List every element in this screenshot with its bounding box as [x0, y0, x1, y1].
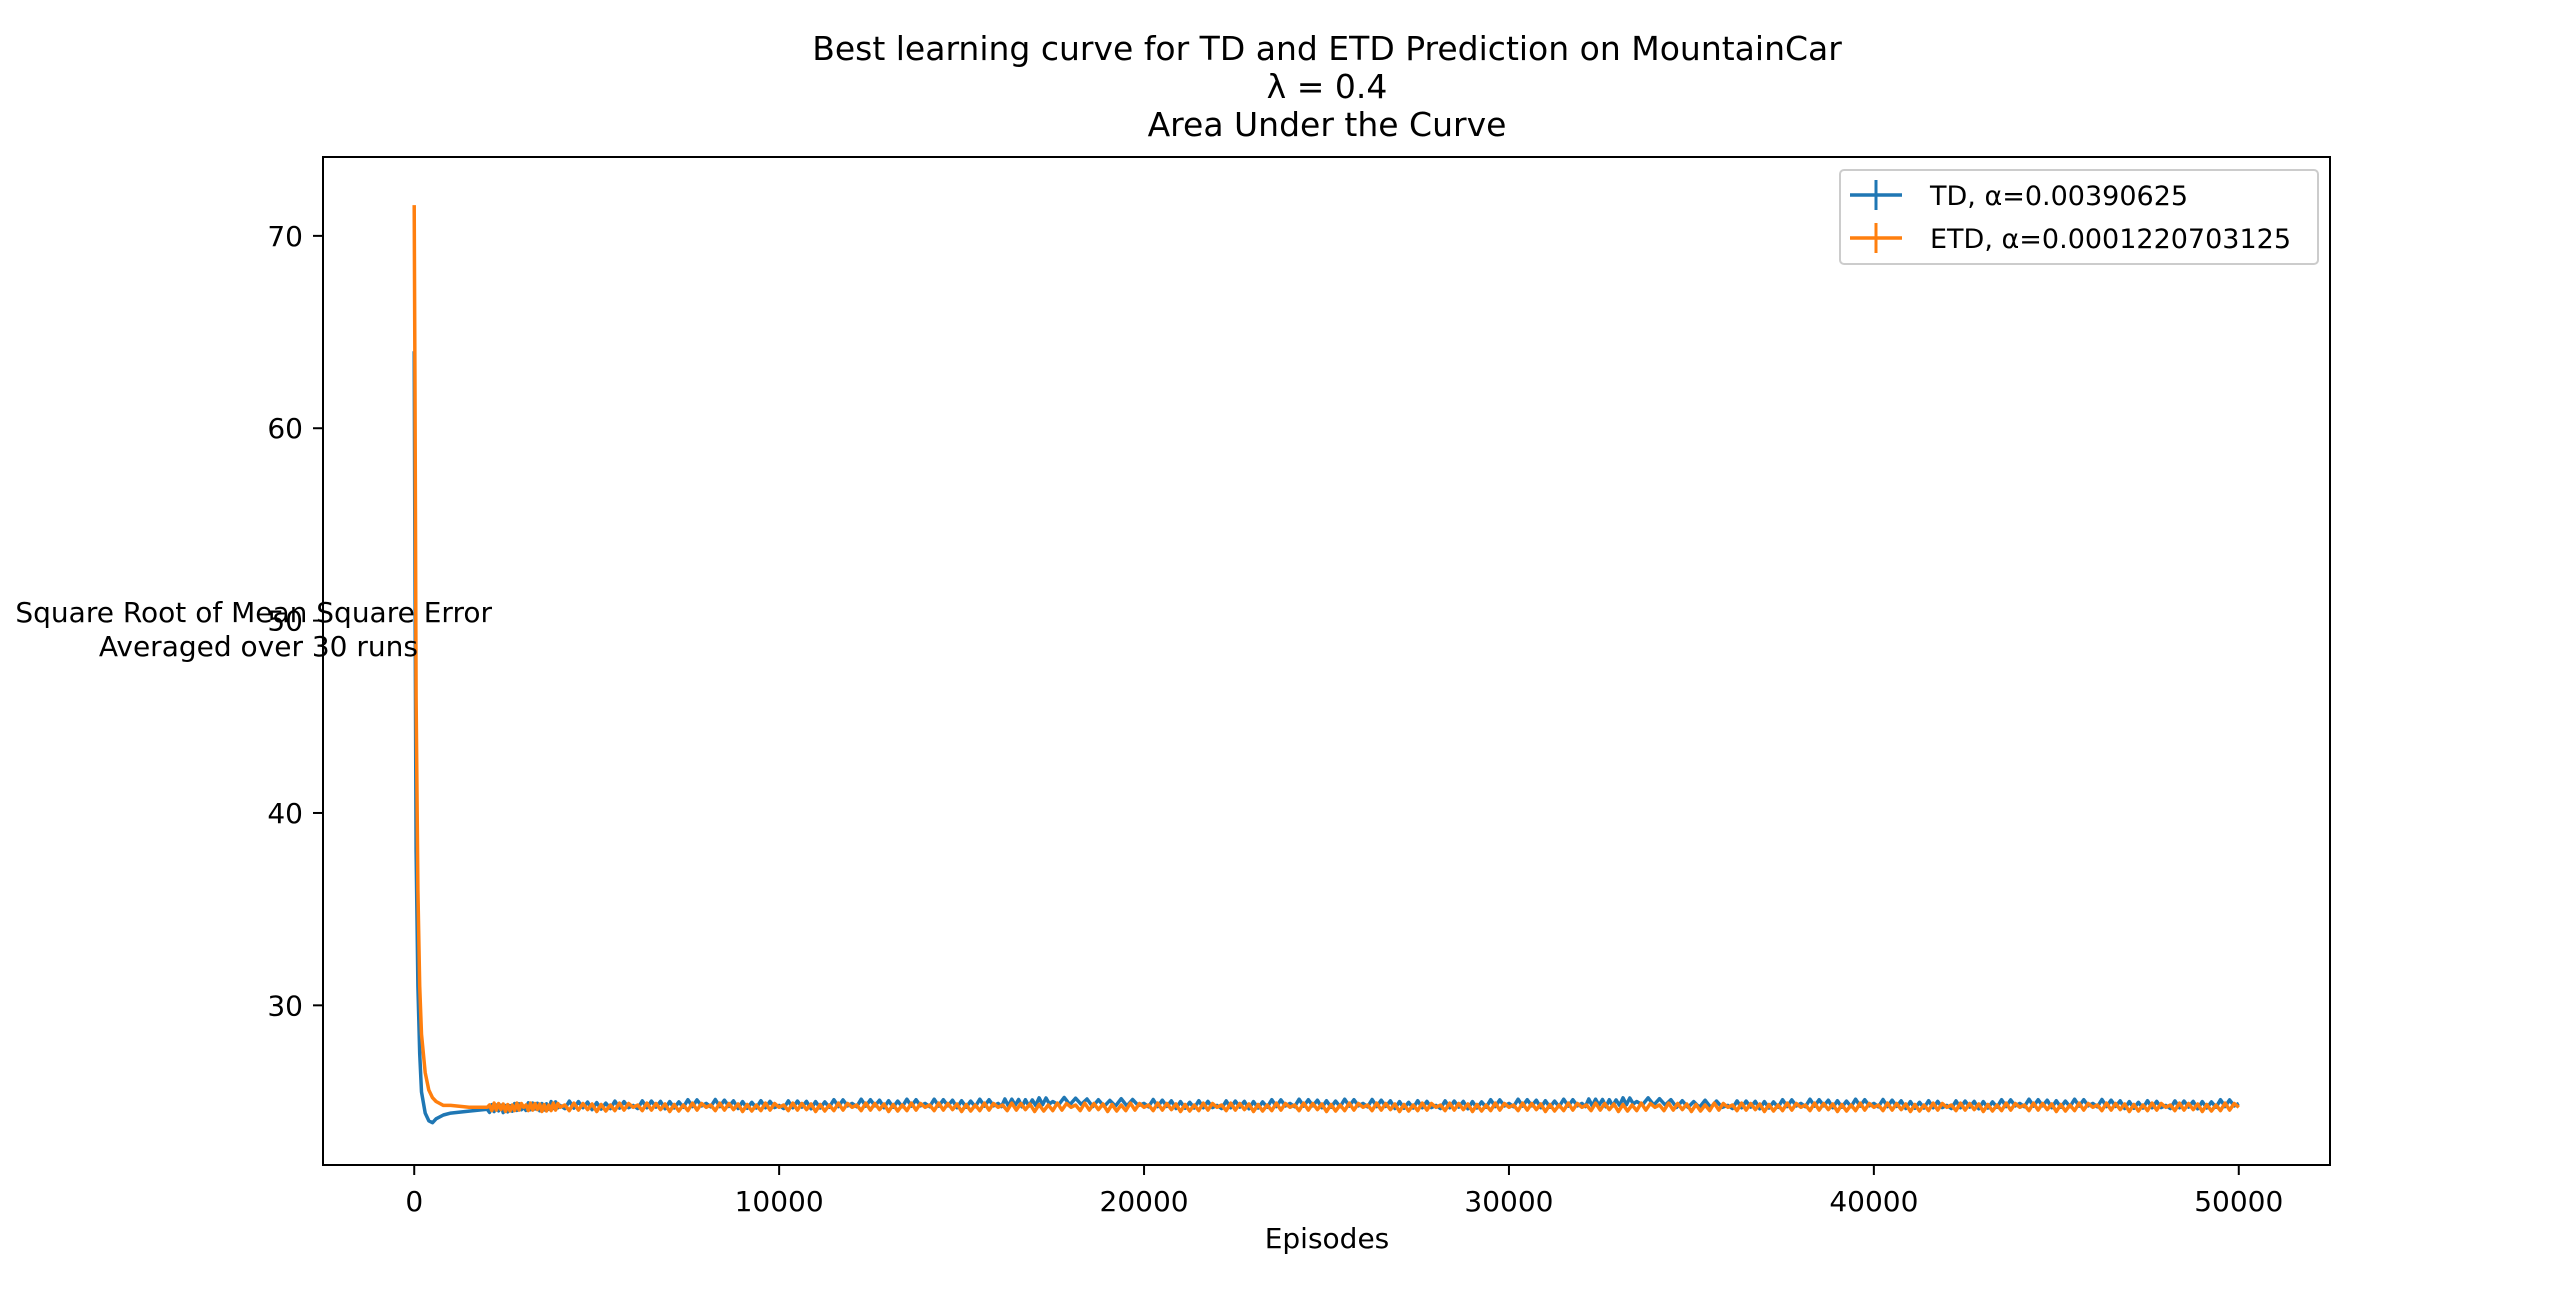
x-tick-label: 50000 — [2194, 1185, 2283, 1218]
x-tick-label: 20000 — [1100, 1185, 1189, 1218]
y-axis-label-line-1: Square Root of Mean Square Error — [15, 596, 492, 629]
legend-td-label: TD, α=0.00390625 — [1929, 181, 2188, 212]
series-layer — [412, 205, 2240, 1125]
x-tick-label: 10000 — [735, 1185, 824, 1218]
plot-area-frame — [322, 156, 2331, 1166]
series-line-td — [412, 351, 2240, 1125]
series-line-etd — [412, 205, 2240, 1114]
x-tick-label: 0 — [405, 1185, 423, 1218]
y-tick-label: 50 — [267, 605, 303, 638]
chart-title-line-2: λ = 0.4 — [1267, 67, 1388, 106]
legend-etd-label: ETD, α=0.0001220703125 — [1930, 224, 2291, 255]
y-tick-label: 70 — [267, 220, 303, 253]
chart-title-line-3: Area Under the Curve — [1148, 105, 1507, 144]
legend-frame — [1839, 169, 2319, 265]
x-tick-label: 40000 — [1829, 1185, 1918, 1218]
x-tick-label: 30000 — [1464, 1185, 1553, 1218]
legend: TD, α=0.00390625 ETD, α=0.0001220703125 — [1839, 169, 2319, 265]
x-axis-label: Episodes — [1265, 1222, 1390, 1255]
y-axis: 30 40 50 60 70 — [267, 220, 323, 1022]
y-tick-label: 60 — [267, 412, 303, 445]
y-axis-label-line-2: Averaged over 30 runs — [99, 630, 418, 663]
x-axis: 0 10000 20000 30000 40000 50000 — [405, 1165, 2283, 1218]
y-tick-label: 30 — [267, 989, 303, 1022]
y-tick-label: 40 — [267, 797, 303, 830]
chart-title-line-1: Best learning curve for TD and ETD Predi… — [812, 29, 1842, 68]
